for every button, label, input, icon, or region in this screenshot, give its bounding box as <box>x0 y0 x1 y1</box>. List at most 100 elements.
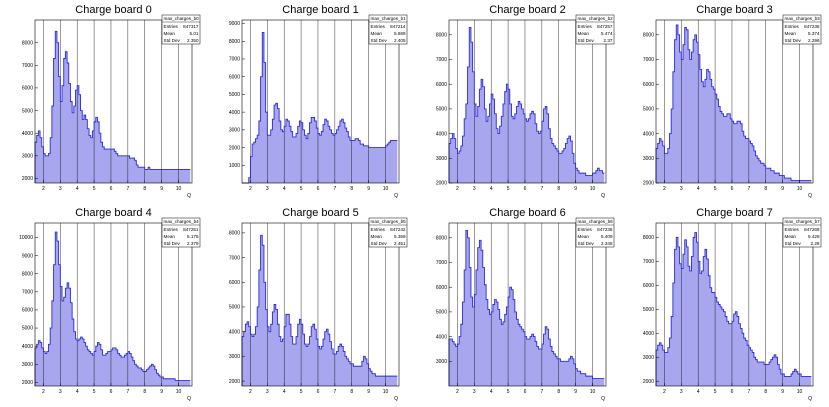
histogram-fill <box>35 31 191 183</box>
histogram-panel-5: Charge board 5 2 3 4 5 6 7 8 9 10 Q 2000 3000 4000 500… <box>207 203 414 406</box>
stats-value: 847214 <box>390 24 406 29</box>
x-tick-label: 3 <box>266 186 269 192</box>
x-tick-label: 6 <box>317 389 320 395</box>
y-tick-label: 8000 <box>436 236 447 242</box>
x-tick-label: 5 <box>93 186 96 192</box>
histogram-svg-1: Charge board 1 2 3 4 5 6 7 8 9 10 Q 1000 2000 3000 400… <box>229 4 408 199</box>
x-tick-label: 8 <box>350 186 353 192</box>
y-tick-label: 8000 <box>643 235 654 241</box>
y-tick-label: 5000 <box>22 326 33 332</box>
stats-label: Mean <box>578 31 590 36</box>
x-tick-label: 10 <box>590 186 596 192</box>
stats-label: Entries <box>164 227 179 232</box>
x-tick-label: 3 <box>59 389 62 395</box>
stats-hist-name: max_charges_b3 <box>785 16 821 21</box>
stats-value: 5.01 <box>190 31 199 36</box>
y-tick-label: 9000 <box>229 21 240 27</box>
chart-title: Charge board 0 <box>75 4 151 16</box>
x-tick-label: 3 <box>680 186 683 192</box>
stats-value: 2.28 <box>811 241 820 246</box>
x-tick-label: 4 <box>697 389 700 395</box>
x-tick-label: 8 <box>764 389 767 395</box>
y-tick-label: 4000 <box>436 334 447 340</box>
stats-value: 2.37 <box>604 38 613 43</box>
y-tick-label: 7000 <box>436 57 447 63</box>
stats-label: Entries <box>785 24 800 29</box>
x-tick-label: 2 <box>249 389 252 395</box>
y-tick-label: 7000 <box>643 259 654 265</box>
x-tick-label: 9 <box>160 389 163 395</box>
x-tick-label: 7 <box>333 389 336 395</box>
y-tick-label: 10000 <box>19 235 33 241</box>
stats-label: Std Dev <box>164 38 181 43</box>
x-tick-label: 4 <box>490 389 493 395</box>
x-tick-label: 9 <box>574 186 577 192</box>
x-tick-label: 2 <box>42 186 45 192</box>
x-tick-label: 10 <box>590 389 596 395</box>
x-tick-label: 8 <box>764 186 767 192</box>
stats-label: Std Dev <box>578 38 595 43</box>
x-tick-label: 10 <box>797 389 803 395</box>
histogram-svg-5: Charge board 5 2 3 4 5 6 7 8 9 10 Q 2000 3000 4000 500… <box>229 207 408 402</box>
stats-value: 847235 <box>804 24 820 29</box>
x-tick-label: 7 <box>540 389 543 395</box>
x-tick-label: 4 <box>283 186 286 192</box>
y-tick-label: 8000 <box>22 271 33 277</box>
stats-value: 847317 <box>183 24 199 29</box>
histogram-svg-2: Charge board 2 2 3 4 5 6 7 8 9 10 Q 2000 3000 4000 500… <box>436 4 615 199</box>
x-tick-label: 2 <box>456 389 459 395</box>
y-tick-label: 3000 <box>22 154 33 160</box>
chart-title: Charge board 1 <box>282 4 358 16</box>
histogram-panel-2: Charge board 2 2 3 4 5 6 7 8 9 10 Q 2000 3000 4000 500… <box>414 0 621 203</box>
x-tick-label: 3 <box>59 186 62 192</box>
histogram-outline <box>34 30 191 183</box>
x-tick-label: 6 <box>317 186 320 192</box>
histogram-fill <box>449 230 605 386</box>
y-tick-label: 5000 <box>22 108 33 114</box>
y-tick-label: 3000 <box>229 128 240 134</box>
y-tick-label: 7000 <box>229 255 240 261</box>
y-tick-label: 2000 <box>22 380 33 386</box>
stats-label: Std Dev <box>371 38 388 43</box>
histogram-outline <box>655 232 812 386</box>
y-tick-label: 6000 <box>643 82 654 88</box>
x-tick-label: 9 <box>781 389 784 395</box>
y-tick-label: 4000 <box>229 329 240 335</box>
y-tick-label: 2000 <box>643 181 654 187</box>
x-tick-label: 6 <box>524 186 527 192</box>
y-tick-label: 1000 <box>229 163 240 169</box>
x-tick-label: 5 <box>300 389 303 395</box>
plot-frame <box>655 222 814 387</box>
stats-value: 5.374 <box>808 31 820 36</box>
y-tick-label: 8000 <box>22 40 33 46</box>
y-tick-label: 5000 <box>436 107 447 113</box>
y-tick-label: 2000 <box>229 379 240 385</box>
stats-label: Mean <box>785 234 797 239</box>
histogram-fill <box>242 235 398 386</box>
stats-value: 5.175 <box>187 234 199 239</box>
x-tick-label: 9 <box>574 389 577 395</box>
y-tick-label: 7000 <box>22 63 33 69</box>
stats-box <box>782 217 822 248</box>
histogram-panel-6: Charge board 6 2 3 4 5 6 7 8 9 10 Q 3000 4000 5000 600… <box>414 203 621 406</box>
x-tick-label: 5 <box>300 186 303 192</box>
chart-title: Charge board 6 <box>489 207 565 219</box>
x-tick-label: 4 <box>76 186 79 192</box>
stats-label: Mean <box>164 31 176 36</box>
stats-value: 5.474 <box>601 31 613 36</box>
stats-box <box>782 14 822 45</box>
y-tick-label: 3000 <box>643 355 654 361</box>
x-tick-label: 6 <box>524 389 527 395</box>
x-tick-label: 10 <box>383 186 389 192</box>
stats-value: 847269 <box>804 227 820 232</box>
stats-value: 5.409 <box>601 234 613 239</box>
y-tick-label: 4000 <box>229 110 240 116</box>
histogram-panel-3: Charge board 3 2 3 4 5 6 7 8 9 10 Q 2000 3000 4000 500… <box>621 0 828 203</box>
x-axis-label: Q <box>187 396 191 402</box>
y-tick-label: 3000 <box>229 354 240 360</box>
histogram-panel-0: Charge board 0 2 3 4 5 6 7 8 9 10 Q 2000 3000 4000 500… <box>0 0 207 203</box>
x-tick-label: 9 <box>367 186 370 192</box>
y-tick-label: 2000 <box>22 176 33 182</box>
x-tick-label: 4 <box>283 389 286 395</box>
x-tick-label: 2 <box>456 186 459 192</box>
